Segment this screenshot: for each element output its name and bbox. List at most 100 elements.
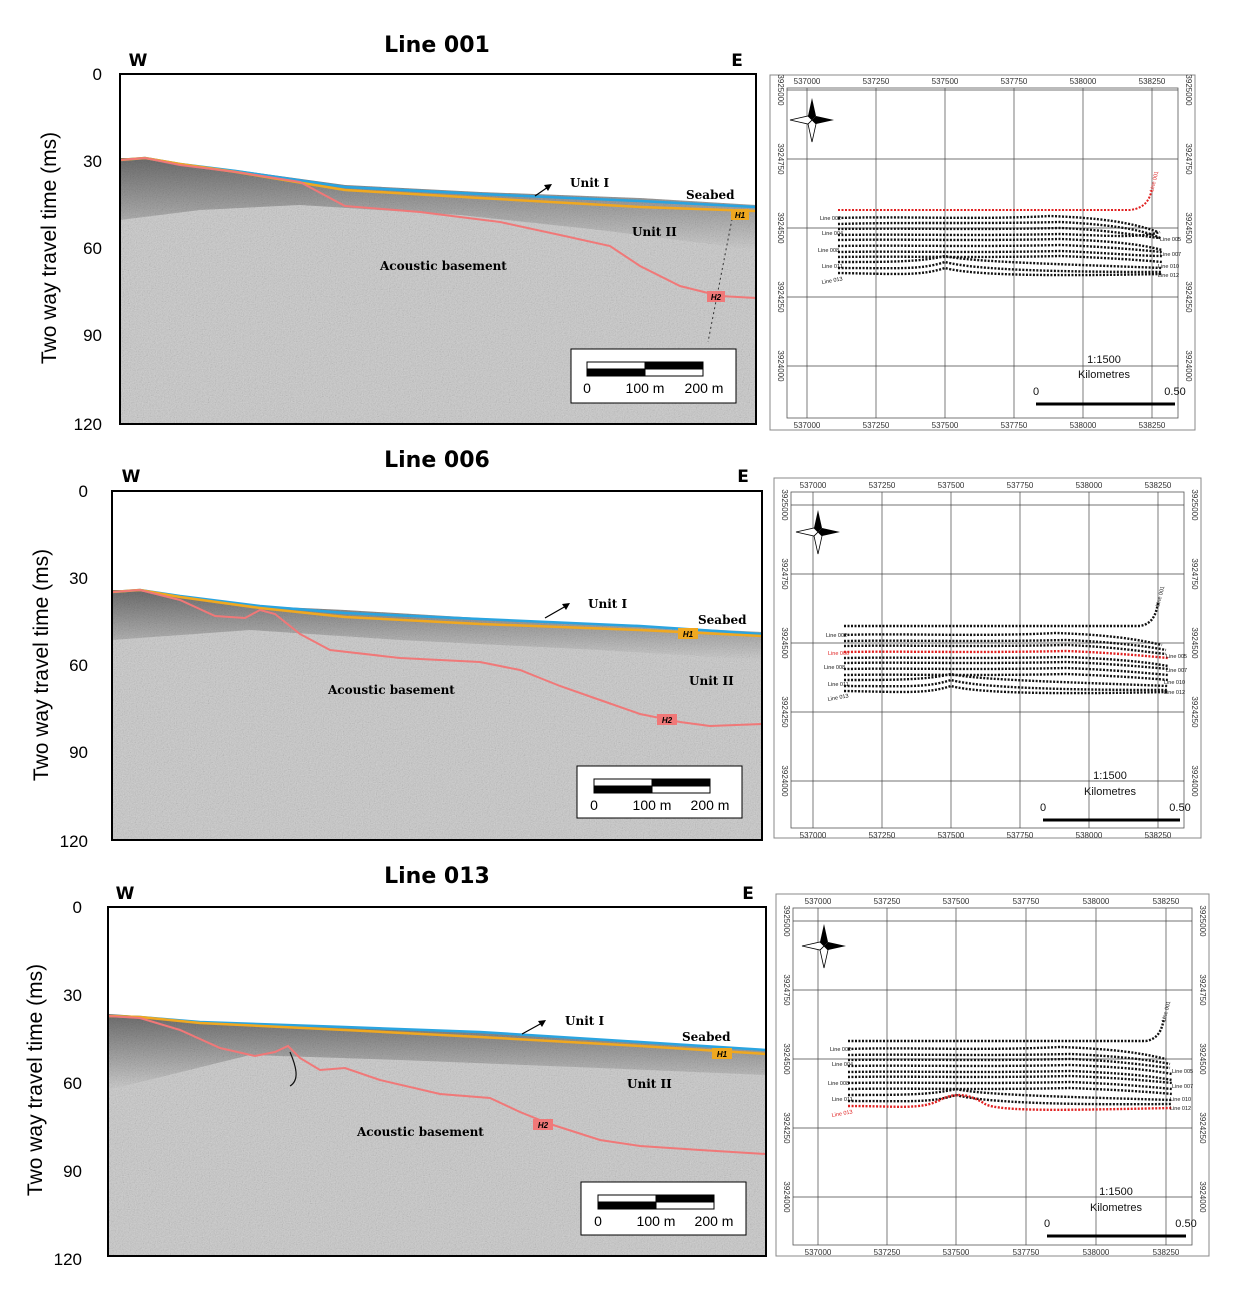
y-tick: 90 (83, 326, 102, 345)
track-label: Line 013 (831, 1109, 853, 1119)
map-x-tick: 538250 (1139, 421, 1166, 430)
track-label: Line 002 (830, 1047, 851, 1053)
h1-label: H1 (717, 1050, 728, 1059)
map-x-tick: 537500 (932, 77, 959, 86)
y-axis-label: Two way travel time (ms) (30, 549, 53, 781)
map-y-tick: 3924000 (780, 765, 789, 797)
map-x-tick: 538000 (1076, 831, 1103, 840)
scale-bar: 0 100 m 200 m (576, 765, 743, 819)
map-x-tick: 538250 (1139, 77, 1166, 86)
map-y-tick: 3925000 (782, 905, 791, 937)
map-x-tick: 538250 (1145, 481, 1172, 490)
map-x-tick: 537250 (863, 77, 890, 86)
west-label: W (129, 51, 148, 71)
map-scale-units: Kilometres (1084, 786, 1136, 798)
h1-label: H1 (683, 630, 694, 639)
map-y-tick: 3924750 (780, 558, 789, 590)
y-axis-label: Two way travel time (ms) (38, 132, 61, 364)
y-tick: 30 (83, 152, 102, 171)
map-x-tick: 538250 (1153, 1248, 1180, 1257)
h1-tag (678, 628, 698, 639)
map-x-tick: 537000 (794, 421, 821, 430)
acoustic-basement-label: Acoustic basement (379, 259, 507, 273)
scale-100: 100 m (633, 797, 672, 813)
track-label: Line 002 (820, 216, 841, 222)
seabed-label: Seabed (682, 1030, 731, 1044)
track-label: Line 001 (1161, 1001, 1172, 1023)
track-label: Line 012 (1170, 1106, 1191, 1112)
survey-tracks (847, 1017, 1173, 1111)
map-scale-ratio: 1:1500 (1093, 770, 1127, 782)
scale-200: 200 m (695, 1213, 734, 1229)
map-y-tick: 3924500 (1198, 1043, 1207, 1075)
h1-tag (731, 209, 749, 220)
map-scale-050: 0.50 (1164, 386, 1185, 398)
map-x-tick: 538250 (1145, 831, 1172, 840)
map-x-tick: 537500 (943, 897, 970, 906)
track-label: Line 005 (1160, 237, 1181, 243)
unit-i-label: Unit I (565, 1014, 604, 1028)
east-label: E (742, 884, 754, 904)
map-scale-units: Kilometres (1090, 1202, 1142, 1214)
map-y-tick: 3924500 (1190, 627, 1199, 659)
track-label: Line 007 (1160, 252, 1181, 258)
scale-bar: 0 100 m 200 m (570, 348, 737, 404)
track-label: Line 006 (828, 651, 849, 657)
unit-ii-label: Unit II (627, 1077, 672, 1091)
map-x-tick: 538000 (1083, 1248, 1110, 1257)
unit-ii-label: Unit II (689, 674, 734, 688)
acoustic-basement-label: Acoustic basement (356, 1125, 484, 1139)
track-label: Line 010 (1170, 1097, 1191, 1103)
panel-title: Line 013 (384, 864, 490, 889)
unit-i-arrow (521, 1020, 546, 1035)
map-scale-ratio: 1:1500 (1087, 354, 1121, 366)
panel-title: Line 006 (384, 448, 490, 473)
map-x-tick: 538000 (1083, 897, 1110, 906)
map-frame (775, 893, 1210, 1257)
track-label: Line 005 (1166, 654, 1187, 660)
map-x-tick: 537500 (938, 831, 965, 840)
track-label: Line 010 (1158, 264, 1179, 270)
h2-label: H2 (538, 1121, 549, 1130)
map-y-tick: 3924750 (1190, 558, 1199, 590)
map-x-tick: 537250 (863, 421, 890, 430)
unit-i-label: Unit I (570, 176, 609, 190)
y-tick: 0 (73, 898, 82, 917)
map-x-tick: 537000 (800, 831, 827, 840)
map-scale-0: 0 (1040, 802, 1046, 814)
y-tick: 120 (74, 415, 102, 434)
seismic-profile (119, 74, 757, 424)
map-x-tick: 537750 (1001, 77, 1028, 86)
map-y-tick: 3924500 (780, 627, 789, 659)
scale-0: 0 (590, 797, 598, 813)
map-x-tick: 537250 (874, 897, 901, 906)
map-y-tick: 3925000 (776, 74, 785, 106)
track-label: Line 001 (1155, 586, 1166, 608)
map-x-tick: 537750 (1001, 421, 1028, 430)
y-tick: 60 (63, 1074, 82, 1093)
track-label: Line 012 (1164, 690, 1185, 696)
map-x-tick: 537500 (943, 1248, 970, 1257)
unit-i-arrow (534, 184, 552, 197)
map-x-tick: 538000 (1076, 481, 1103, 490)
track-label: Line 008 (828, 1081, 849, 1087)
map-x-tick: 537500 (938, 481, 965, 490)
track-label: Line 007 (1172, 1084, 1193, 1090)
panel-title: Line 001 (384, 33, 490, 58)
map-x-tick: 538000 (1070, 77, 1097, 86)
map-y-tick: 3924750 (782, 974, 791, 1006)
map-y-tick: 3924000 (782, 1181, 791, 1213)
map-x-tick: 537000 (805, 1248, 832, 1257)
location-map-line-001: 537000 537250 537500 537750 538000 53825… (769, 74, 1196, 431)
map-x-tick: 537000 (805, 897, 832, 906)
scale-100: 100 m (637, 1213, 676, 1229)
track-label: Line 004 (822, 231, 843, 237)
track-label: Line 001 (1149, 171, 1160, 193)
track-label: Line 011 (822, 264, 843, 270)
y-tick: 0 (79, 482, 88, 501)
map-y-tick: 3924000 (1184, 350, 1193, 382)
map-x-tick: 537750 (1013, 1248, 1040, 1257)
y-tick: 60 (69, 656, 88, 675)
scale-100: 100 m (626, 380, 665, 396)
